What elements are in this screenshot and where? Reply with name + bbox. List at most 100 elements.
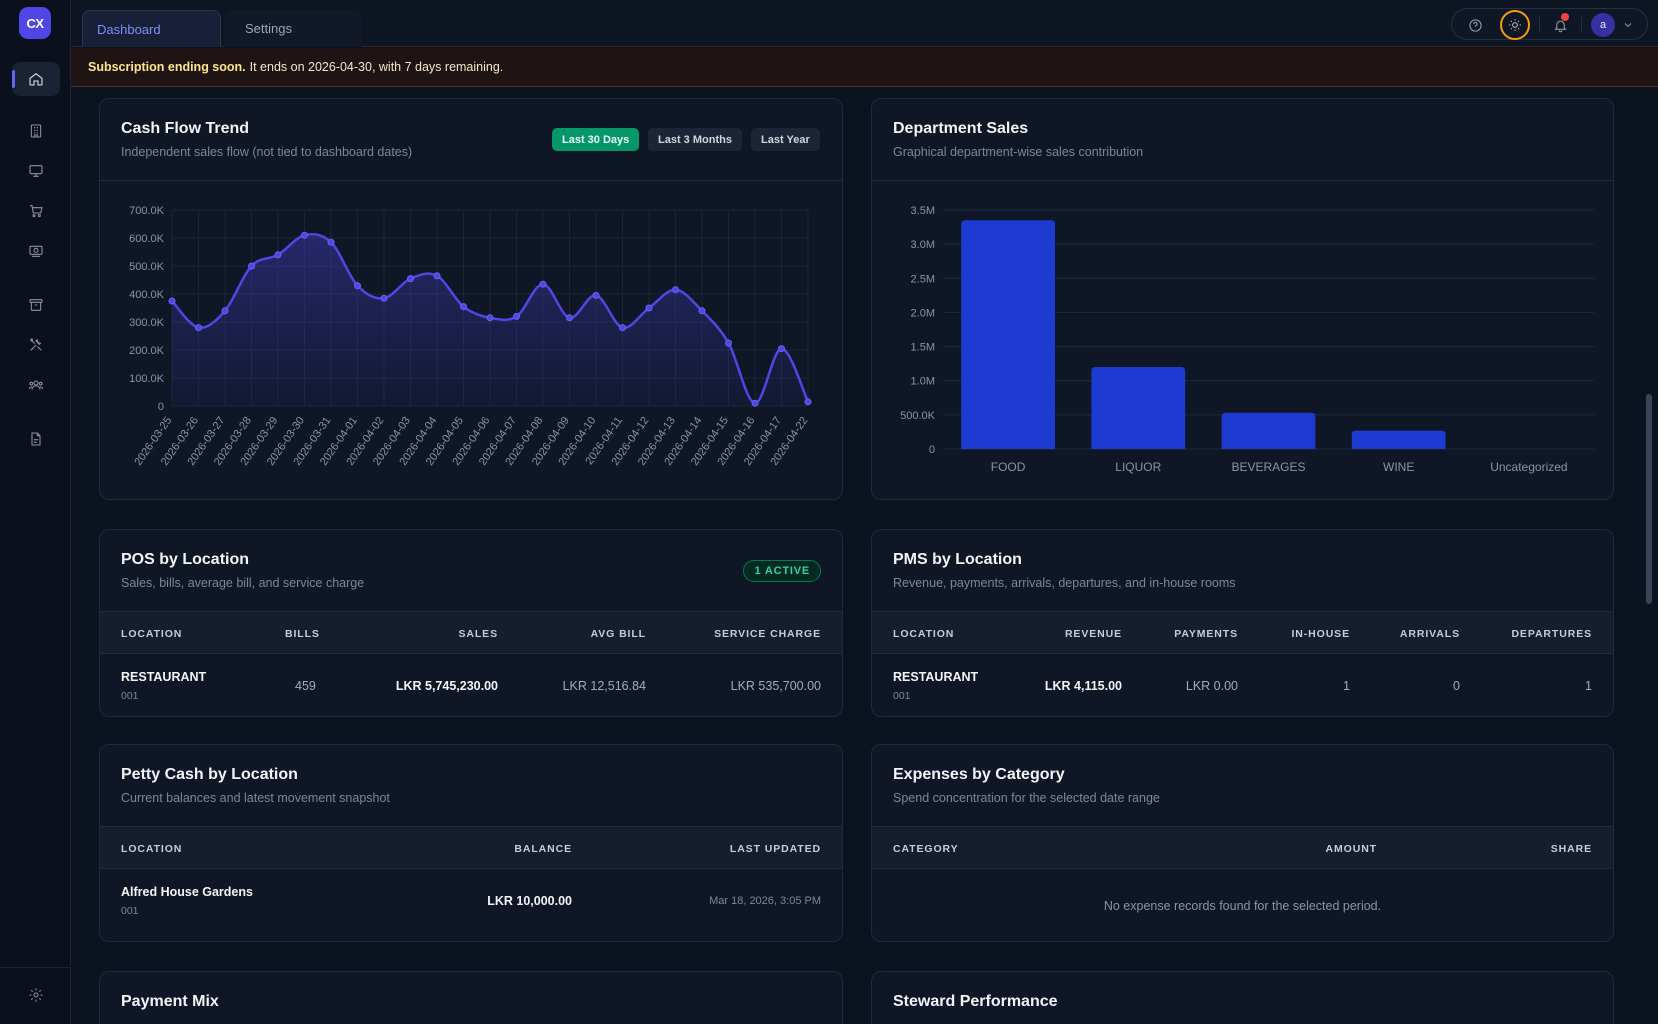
- bar: [961, 220, 1055, 449]
- expenses-by-category-card: Expenses by Category Spend concentration…: [871, 744, 1614, 942]
- table-header: CATEGORY AMOUNT SHARE: [872, 826, 1613, 869]
- theme-toggle-button[interactable]: [1500, 10, 1530, 40]
- help-icon: [1468, 18, 1482, 32]
- card-title: Department Sales: [893, 120, 1029, 137]
- data-point: [327, 238, 335, 246]
- sidebar-item-tools[interactable]: [12, 328, 60, 362]
- range-last-year-button[interactable]: Last Year: [751, 128, 820, 151]
- payment-mix-card: Payment Mix: [99, 971, 843, 1024]
- tab-dashboard[interactable]: Dashboard: [82, 10, 221, 47]
- data-point: [725, 339, 732, 347]
- column-header: SHARE: [1550, 843, 1592, 855]
- card-title: Cash Flow Trend: [121, 120, 250, 137]
- data-point: [804, 398, 812, 406]
- bell-icon: [1553, 20, 1567, 32]
- y-tick-label: 200.0K: [129, 345, 165, 357]
- data-point: [433, 272, 441, 280]
- bar: [1351, 430, 1446, 449]
- card-subtitle: Sales, bills, average bill, and service …: [121, 576, 365, 590]
- column-header: IN-HOUSE: [1291, 628, 1350, 640]
- location-code: 001: [893, 690, 911, 702]
- data-point: [168, 297, 176, 305]
- sidebar-item-monitor[interactable]: [12, 154, 60, 188]
- sidebar-item-archive[interactable]: [12, 288, 60, 322]
- scrollbar-thumb[interactable]: [1646, 394, 1652, 604]
- y-tick-label: 700.0K: [129, 205, 165, 217]
- y-tick-label: 400.0K: [129, 289, 165, 301]
- pms-by-location-card: PMS by Location Revenue, payments, arriv…: [871, 529, 1614, 717]
- tools-icon: [29, 338, 42, 351]
- subscription-banner: Subscription ending soon. It ends on 202…: [71, 48, 1658, 87]
- y-tick-label: 0: [929, 444, 935, 456]
- location-code: 001: [121, 905, 139, 917]
- data-point: [301, 231, 308, 239]
- gear-icon: [29, 988, 43, 1002]
- range-last-30-days-button[interactable]: Last 30 Days: [552, 128, 640, 151]
- table-header: LOCATION BILLS SALES AVG BILL SERVICE CH…: [100, 611, 842, 654]
- data-point: [460, 303, 467, 311]
- column-header: SALES: [458, 628, 498, 640]
- sidebar-item-home[interactable]: [12, 62, 60, 96]
- location-name: RESTAURANT: [121, 670, 207, 684]
- card-title: POS by Location: [121, 551, 250, 568]
- sidebar-item-cart[interactable]: [12, 194, 60, 228]
- app-logo[interactable]: CX: [19, 7, 51, 39]
- notifications-button[interactable]: [1550, 13, 1570, 35]
- sidebar-item-report[interactable]: [12, 422, 60, 456]
- column-header: SERVICE CHARGE: [714, 628, 821, 640]
- help-button[interactable]: [1465, 15, 1485, 35]
- avatar[interactable]: a: [1591, 13, 1615, 37]
- notification-dot: [1561, 13, 1569, 21]
- arrivals-value: 0: [1453, 679, 1460, 693]
- building-icon: [30, 124, 42, 138]
- table-header: LOCATION BALANCE LAST UPDATED: [100, 826, 842, 869]
- column-header: AMOUNT: [1325, 843, 1377, 855]
- bills-value: 459: [295, 679, 316, 693]
- avg-bill-value: LKR 12,516.84: [562, 679, 646, 693]
- column-header: LAST UPDATED: [729, 843, 821, 855]
- data-point: [354, 282, 361, 290]
- y-tick-label: 3.5M: [911, 205, 935, 217]
- column-header: AVG BILL: [590, 628, 646, 640]
- user-menu-toggle[interactable]: [1622, 18, 1634, 36]
- data-point: [274, 251, 282, 259]
- departures-value: 1: [1585, 679, 1592, 693]
- range-last-3-months-button[interactable]: Last 3 Months: [648, 128, 742, 151]
- location-name: Alfred House Gardens: [121, 885, 253, 899]
- payments-value: LKR 0.00: [1185, 679, 1238, 693]
- data-point: [513, 312, 520, 320]
- card-subtitle: Current balances and latest movement sna…: [121, 791, 390, 805]
- y-tick-label: 100.0K: [129, 373, 165, 385]
- archive-icon: [29, 299, 43, 311]
- sidebar-item-settings[interactable]: [12, 978, 60, 1012]
- top-bar: Dashboard Settings a: [71, 0, 1658, 47]
- sidebar-item-users[interactable]: [12, 368, 60, 402]
- active-badge: 1 ACTIVE: [743, 560, 821, 582]
- card-title: PMS by Location: [893, 551, 1022, 568]
- y-tick-label: 600.0K: [129, 233, 165, 245]
- report-icon: [31, 432, 41, 446]
- header-actions: a: [1451, 8, 1648, 40]
- x-tick-label: BEVERAGES: [1231, 460, 1305, 474]
- data-point: [566, 314, 573, 322]
- card-title: Payment Mix: [121, 993, 219, 1010]
- sidebar-item-building[interactable]: [12, 114, 60, 148]
- data-point: [486, 314, 494, 322]
- in-house-value: 1: [1343, 679, 1350, 693]
- card-subtitle: Independent sales flow (not tied to dash…: [121, 145, 413, 159]
- data-point: [672, 286, 679, 294]
- sidebar-item-cash[interactable]: [12, 234, 60, 268]
- column-header: CATEGORY: [893, 843, 959, 855]
- sidebar: CX: [0, 0, 71, 1024]
- column-header: REVENUE: [1064, 628, 1122, 640]
- tab-settings[interactable]: Settings: [224, 10, 362, 47]
- data-point: [407, 275, 414, 283]
- sidebar-divider: [0, 967, 71, 968]
- x-tick-label: Uncategorized: [1490, 460, 1567, 474]
- page-scrollbar[interactable]: [1646, 87, 1652, 604]
- last-updated-value: Mar 18, 2026, 3:05 PM: [709, 895, 821, 907]
- balance-value: LKR 10,000.00: [487, 894, 572, 908]
- card-title: Petty Cash by Location: [121, 766, 298, 783]
- banner-title: Subscription ending soon.: [88, 60, 246, 74]
- data-point: [221, 307, 229, 315]
